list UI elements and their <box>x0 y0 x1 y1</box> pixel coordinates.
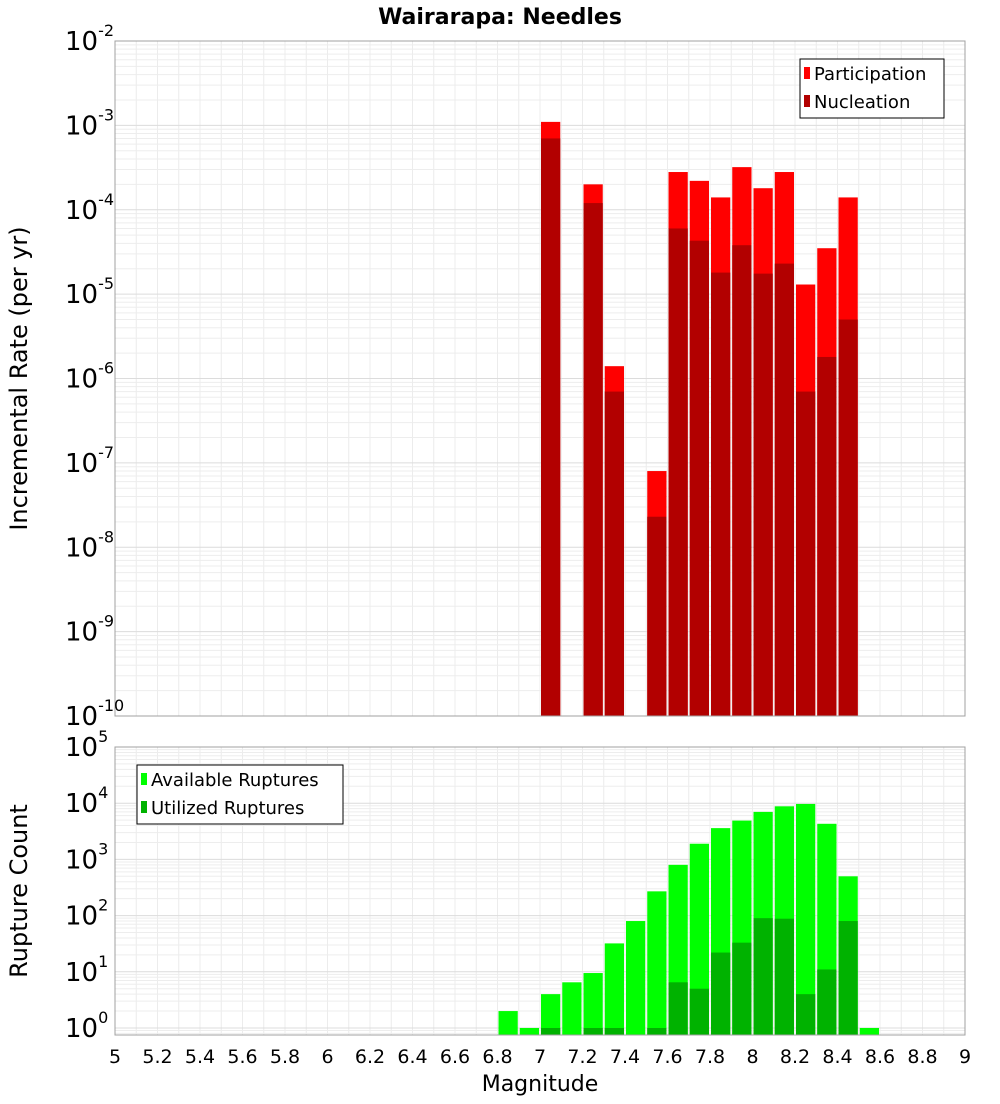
bar-available-ruptures <box>583 973 603 1035</box>
y-tick-label: 10-7 <box>65 443 114 479</box>
bar-available-ruptures <box>626 921 646 1035</box>
x-tick-label: 7.6 <box>652 1046 682 1068</box>
x-tick-label: 7.4 <box>610 1046 640 1068</box>
series-utilized-ruptures <box>541 918 858 1035</box>
x-tick-label: 6.4 <box>397 1046 427 1068</box>
bar-nucleation <box>711 272 731 716</box>
legend-swatch <box>141 801 147 813</box>
y-tick-label: 100 <box>65 1008 108 1044</box>
legend-label: Participation <box>814 64 926 85</box>
bar-nucleation <box>668 228 688 716</box>
bar-utilized-ruptures <box>732 942 752 1035</box>
x-tick-label: 6 <box>321 1046 333 1068</box>
y-axis-label: Incremental Rate (per yr) <box>5 226 33 530</box>
bar-nucleation <box>583 203 603 716</box>
chart-title: Wairarapa: Needles <box>378 5 622 30</box>
x-tick-label: 5.6 <box>227 1046 257 1068</box>
bar-utilized-ruptures <box>838 921 858 1035</box>
x-tick-label: 8.4 <box>822 1046 852 1068</box>
bar-utilized-ruptures <box>583 1027 603 1035</box>
x-tick-label: 8.8 <box>907 1046 937 1068</box>
bar-utilized-ruptures <box>604 1027 624 1035</box>
bar-available-ruptures <box>859 1027 879 1035</box>
y-tick-label: 10-8 <box>65 527 114 563</box>
x-tick-label: 6.2 <box>355 1046 385 1068</box>
bar-available-ruptures <box>604 943 624 1035</box>
bar-nucleation <box>732 245 752 717</box>
bar-nucleation <box>796 391 816 716</box>
y-tick-label: 104 <box>65 783 108 819</box>
bar-utilized-ruptures <box>711 952 731 1035</box>
grid-lines-0 <box>114 40 966 717</box>
plot-frame-1 <box>114 746 966 1036</box>
bar-available-ruptures <box>541 994 561 1035</box>
legend-label: Nucleation <box>814 92 910 113</box>
x-tick-label: 6.8 <box>482 1046 512 1068</box>
bar-nucleation <box>753 273 773 716</box>
y-axis-label: Rupture Count <box>5 804 33 978</box>
bar-utilized-ruptures <box>668 982 688 1035</box>
bar-utilized-ruptures <box>817 969 837 1035</box>
y-tick-label: 101 <box>65 952 108 988</box>
y-tick-label: 105 <box>65 727 108 763</box>
bar-nucleation <box>817 356 837 716</box>
bar-utilized-ruptures <box>689 988 709 1035</box>
series-nucleation <box>541 138 858 717</box>
y-tick-label: 10-4 <box>65 190 114 226</box>
bar-nucleation <box>689 240 709 717</box>
x-tick-label: 5 <box>109 1046 121 1068</box>
y-tick-label: 102 <box>65 896 108 932</box>
legend-box <box>136 764 344 825</box>
bar-available-ruptures <box>519 1027 539 1035</box>
bar-nucleation <box>541 138 561 717</box>
bar-available-ruptures <box>647 891 667 1035</box>
x-tick-label: 5.8 <box>270 1046 300 1068</box>
legend-1: Available Ruptures Utilized Ruptures <box>136 764 344 825</box>
bar-utilized-ruptures <box>541 1027 561 1035</box>
x-tick-label: 6.6 <box>440 1046 470 1068</box>
y-tick-label: 10-9 <box>65 612 114 648</box>
legend-0: Participation Nucleation <box>799 58 945 119</box>
bar-nucleation <box>604 391 624 716</box>
y-tick-label: 10-10 <box>65 696 124 732</box>
x-axis-label: Magnitude <box>482 1072 599 1097</box>
bar-utilized-ruptures <box>753 918 773 1035</box>
bar-utilized-ruptures <box>796 994 816 1035</box>
bar-utilized-ruptures <box>647 1027 667 1035</box>
bar-available-ruptures <box>796 803 816 1035</box>
y-tick-label: 103 <box>65 839 108 875</box>
y-tick-label: 10-6 <box>65 359 114 395</box>
bar-utilized-ruptures <box>774 918 794 1035</box>
legend-swatch <box>804 67 810 79</box>
y-tick-label: 10-5 <box>65 274 114 310</box>
bar-available-ruptures <box>689 843 709 1035</box>
legend-label: Utilized Ruptures <box>151 798 304 819</box>
x-tick-label: 7.8 <box>695 1046 725 1068</box>
x-tick-label: 8.2 <box>780 1046 810 1068</box>
x-tick-label: 7 <box>534 1046 546 1068</box>
legend-swatch <box>804 95 810 107</box>
plot-frame-0 <box>114 40 966 717</box>
bar-available-ruptures <box>498 1011 518 1035</box>
x-tick-label: 9 <box>959 1046 971 1068</box>
y-tick-label: 10-3 <box>65 105 114 141</box>
bar-nucleation <box>774 263 794 716</box>
y-tick-label: 10-2 <box>65 21 114 57</box>
legend-box <box>799 58 945 119</box>
bar-nucleation <box>647 516 667 716</box>
x-tick-label: 7.2 <box>567 1046 597 1068</box>
x-tick-label: 5.4 <box>185 1046 215 1068</box>
x-tick-label: 8 <box>746 1046 758 1068</box>
x-tick-label: 5.2 <box>142 1046 172 1068</box>
bar-available-ruptures <box>562 982 582 1035</box>
legend-swatch <box>141 773 147 785</box>
legend-label: Available Ruptures <box>151 770 319 791</box>
bar-nucleation <box>838 319 858 716</box>
x-tick-label: 8.6 <box>865 1046 895 1068</box>
